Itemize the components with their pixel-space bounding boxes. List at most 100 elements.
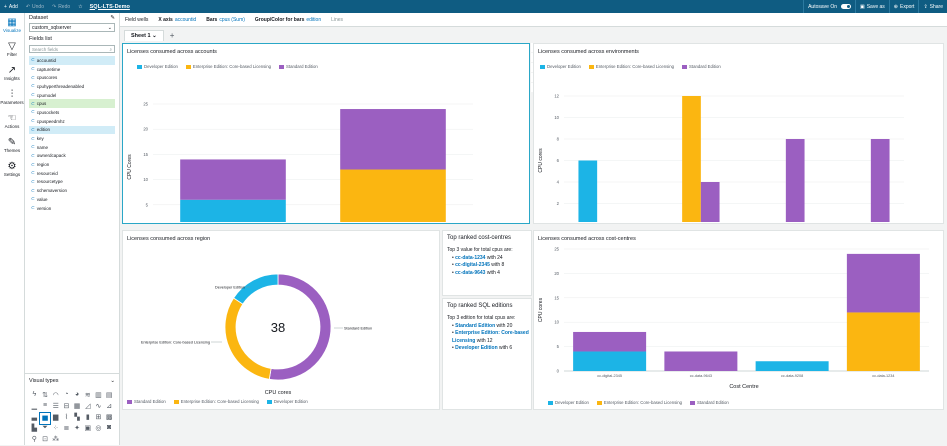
field-item[interactable]: ⊂ name xyxy=(31,144,49,150)
word-cloud-icon[interactable]: ⁂ xyxy=(52,436,60,443)
visual-accounts[interactable]: Licenses consumed across accounts Develo… xyxy=(122,43,530,224)
field-item[interactable]: ⊂ region xyxy=(31,161,50,168)
pie-icon[interactable]: ◕ xyxy=(74,391,80,398)
legend-item[interactable]: Developer Edition xyxy=(540,64,581,69)
add-button[interactable]: + Add xyxy=(4,3,18,10)
legend-item[interactable]: Standard Edition xyxy=(682,64,721,69)
heatmap-icon[interactable]: ▦ xyxy=(73,403,81,410)
field-item[interactable]: ⊂ schemaversion xyxy=(31,187,68,194)
custom-visual-icon[interactable]: ⊡ xyxy=(42,436,48,443)
rail-parameters[interactable]: ⫶ Parameters xyxy=(0,89,24,105)
legend-item[interactable]: Developer Edition xyxy=(137,64,178,69)
tab-sheet-1[interactable]: Sheet 1 ⌄ xyxy=(124,30,164,41)
area-icon[interactable]: ◿ xyxy=(85,403,91,410)
donut-icon[interactable]: ◔ xyxy=(64,391,69,398)
save-as-button[interactable]: ▣ Save as xyxy=(854,0,889,13)
visual-top-cost-centres[interactable]: Top ranked cost-centres Top 3 value for … xyxy=(442,230,532,296)
filled-map-icon[interactable]: ◙ xyxy=(107,424,112,431)
rail-settings[interactable]: ⚙ Settings xyxy=(3,161,21,177)
legend-item[interactable]: Standard Edition xyxy=(279,64,318,69)
field-item[interactable]: ⊂ cpuspeedmhz xyxy=(31,118,65,124)
stacked-bar-icon[interactable]: ▅ xyxy=(38,412,52,425)
field-item[interactable]: ⊂ resourcetype xyxy=(31,178,63,185)
text-icon[interactable]: ≣ xyxy=(63,425,70,432)
bars-well[interactable]: Bars cpus (Sum) xyxy=(206,16,245,23)
histogram-icon[interactable]: ▮ xyxy=(85,414,90,421)
group-color-well[interactable]: Group/Color for bars edition xyxy=(254,16,322,23)
geo-icon[interactable]: ⚲ xyxy=(31,436,37,443)
radar-icon[interactable]: ✦ xyxy=(74,425,81,432)
kpi-icon[interactable]: ϟ xyxy=(32,391,37,398)
combo-line-icon[interactable]: ⊿ xyxy=(106,403,113,410)
visual-region[interactable]: Licenses consumed across region Standard… xyxy=(122,230,440,410)
field-item[interactable]: ⊂ resourceid xyxy=(31,170,58,176)
xaxis-well[interactable]: X axis accountid xyxy=(158,16,197,23)
visual-environments[interactable]: Licenses consumed across environments De… xyxy=(533,43,944,224)
stacked-hbar-icon[interactable]: ☰ xyxy=(52,403,59,410)
visual-cost-centres[interactable]: Licenses consumed across cost-centres 0 5… xyxy=(533,230,944,410)
dataset-select[interactable]: custom_sqlserver ⌄ xyxy=(29,23,115,32)
favorite-button[interactable]: ☆ xyxy=(74,0,86,13)
field-item[interactable]: ⊂ cpuscores xyxy=(31,74,58,81)
add-sheet-button[interactable]: + xyxy=(169,31,175,40)
field-item[interactable]: ⊂ edition xyxy=(29,125,115,135)
rail-themes[interactable]: ✎ Themes xyxy=(3,137,21,153)
grid-icon[interactable]: ▩ xyxy=(105,414,113,421)
insight-body: Top 3 edition for total cpus are: • Stan… xyxy=(447,315,531,353)
line-chart-icon[interactable]: ⌇ xyxy=(64,414,69,421)
field-item[interactable]: ⊂ capturetime xyxy=(31,66,61,72)
funnel-icon[interactable]: ⏷ xyxy=(42,424,48,431)
toggle-icon xyxy=(840,4,851,9)
field-item[interactable]: ⊂ ownerdcapack xyxy=(31,152,66,159)
waterfall-icon[interactable]: ▚ xyxy=(74,414,80,421)
line-icon[interactable]: ∿ xyxy=(95,403,102,410)
treemap-icon[interactable]: ▙ xyxy=(31,425,38,432)
field-item[interactable]: ⊂ accountid xyxy=(29,56,115,65)
legend-item[interactable]: Enterprise Edition: Core-based Licensing xyxy=(173,399,259,404)
legend-item[interactable]: Standard Edition xyxy=(690,400,729,405)
redo-button[interactable]: ↷ Redo xyxy=(51,3,71,10)
field-item[interactable]: ⊂ cpumodel xyxy=(31,92,57,98)
legend-item[interactable]: Developer Edition xyxy=(266,399,308,404)
chevron-down-icon[interactable]: ⌄ xyxy=(110,378,115,384)
field-item[interactable]: ⊂ cpuhyperthreadenabled xyxy=(31,83,85,89)
rail-filter[interactable]: ▽ Filter xyxy=(7,41,17,57)
legend-item[interactable]: Enterprise Edition: Core-based Licensing xyxy=(596,400,682,405)
search-fields-input[interactable]: Search fields ⌕ xyxy=(29,45,115,53)
image-icon[interactable]: ▣ xyxy=(84,425,92,432)
lines-well[interactable]: Lines xyxy=(331,16,344,23)
map-icon[interactable]: ◎ xyxy=(95,425,102,432)
scatter-icon[interactable]: ⁘ xyxy=(52,425,59,432)
insight-icon[interactable]: ⇅ xyxy=(42,392,48,399)
field-item[interactable]: ⊂ cpus xyxy=(29,99,115,109)
edit-icon[interactable]: ✎ xyxy=(110,15,115,21)
boxplot-icon[interactable]: ⊟ xyxy=(63,403,70,410)
bar-chart-icon[interactable]: ▃ xyxy=(31,414,38,421)
field-item[interactable]: ⊂ cpusockets xyxy=(31,109,60,115)
legend-item[interactable]: Standard Edition xyxy=(127,399,166,404)
bar-icon[interactable]: ▁ xyxy=(31,403,38,410)
table-icon[interactable]: ▤ xyxy=(105,392,113,399)
hbar-icon[interactable]: ≡ xyxy=(42,402,48,409)
share-button[interactable]: ⇪ Share xyxy=(918,0,947,13)
percent-bar-icon[interactable]: ▆ xyxy=(53,414,59,421)
legend-item[interactable]: Developer Edition xyxy=(548,400,589,405)
rail-actions[interactable]: ☜ Actions xyxy=(4,113,20,129)
gauge-icon[interactable]: ◠ xyxy=(52,392,59,399)
legend-item[interactable]: Enterprise Edition: Core-based Licensing xyxy=(588,64,674,69)
sankey-icon[interactable]: ≋ xyxy=(84,392,91,399)
undo-button[interactable]: ↶ Undo xyxy=(25,3,44,10)
export-button[interactable]: ⊕ Export xyxy=(888,0,919,13)
visual-top-sql-editions[interactable]: Top ranked SQL editions Top 3 edition fo… xyxy=(442,298,532,410)
field-item[interactable]: ⊂ value xyxy=(31,196,48,202)
field-wells-label[interactable]: Field wells xyxy=(125,16,149,23)
field-item[interactable]: ⊂ key xyxy=(31,135,44,142)
document-title[interactable]: SQL-LTS-Demo xyxy=(89,3,130,10)
autosave-toggle[interactable]: Autosave On xyxy=(803,0,855,13)
pivot-icon[interactable]: ⊞ xyxy=(95,414,102,421)
field-item[interactable]: ⊂ version xyxy=(31,205,52,211)
rail-insights[interactable]: ↗ Insights xyxy=(4,65,20,81)
combo-icon[interactable]: ▥ xyxy=(95,392,102,399)
legend-item[interactable]: Enterprise Edition: Core-based Licensing xyxy=(185,64,271,69)
rail-visualize[interactable]: ▦ Visualize xyxy=(3,17,21,33)
